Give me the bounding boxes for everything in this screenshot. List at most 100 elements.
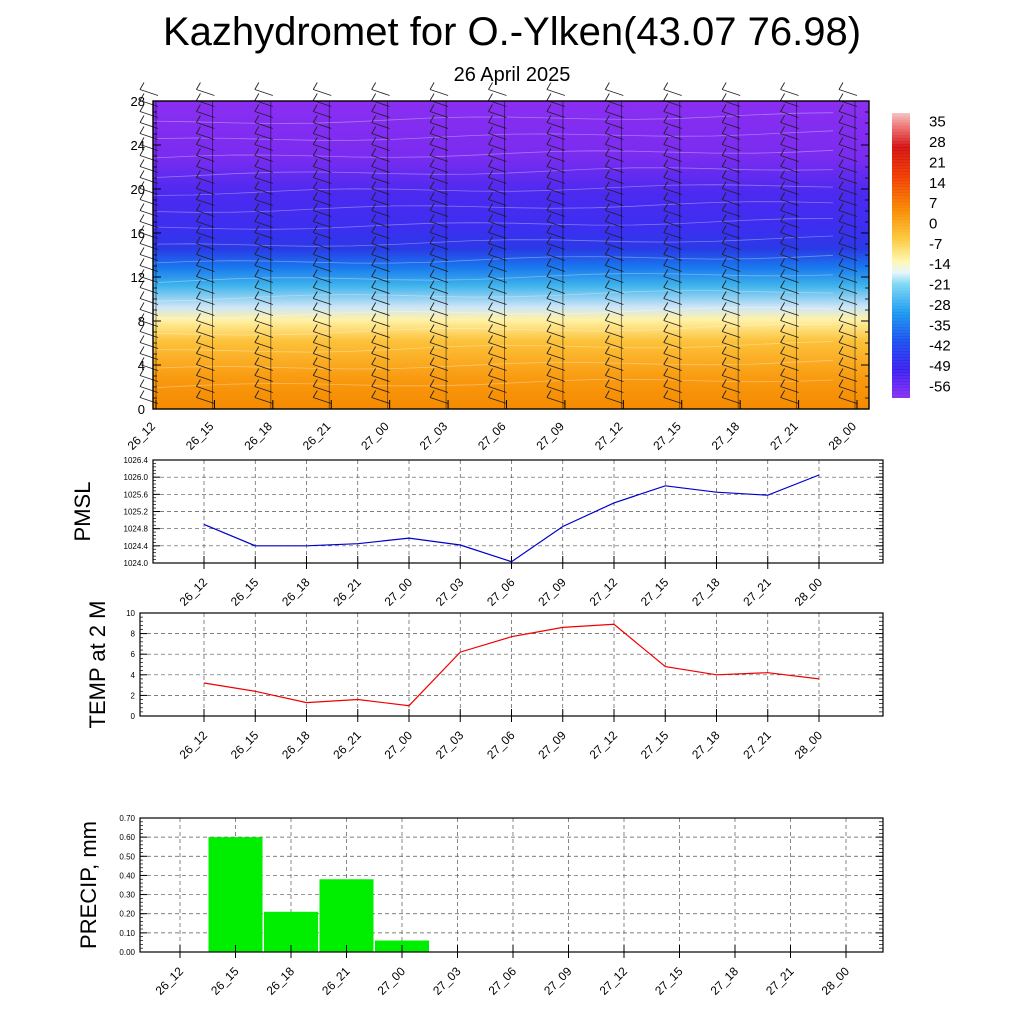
wind-barb	[488, 115, 507, 129]
wind-barb	[721, 159, 741, 173]
wind-barb	[196, 335, 215, 349]
wind-barb	[196, 346, 215, 360]
wind-barb	[254, 225, 273, 239]
wind-barb	[371, 313, 390, 327]
wind-barb	[371, 159, 390, 173]
wind-barb	[663, 192, 682, 206]
wind-barb	[488, 324, 507, 338]
colorbar-label: -56	[929, 378, 951, 395]
x-tick-label: 27_15	[652, 964, 686, 998]
x-tick-label: 27_03	[433, 728, 467, 762]
wind-barb	[254, 291, 273, 305]
wind-barb	[604, 104, 624, 118]
wind-barb	[488, 346, 507, 360]
wind-barb	[312, 379, 332, 393]
wind-barb	[780, 269, 799, 283]
wind-barb	[254, 302, 273, 316]
wind-barb	[838, 346, 858, 360]
colorbar-label: 21	[929, 154, 946, 171]
wind-barb	[196, 170, 215, 184]
wind-barb	[429, 181, 449, 195]
wind-barb	[429, 236, 449, 250]
wind-barb	[838, 126, 858, 140]
wind-barb	[604, 181, 624, 195]
wind-barb	[780, 236, 799, 250]
x-tick-label: 27_03	[433, 575, 467, 609]
y-tick-label: 16	[131, 226, 145, 241]
wind-barb	[663, 203, 682, 217]
wind-barb	[139, 390, 159, 404]
wind-barb	[312, 214, 332, 228]
wind-barb	[429, 280, 449, 294]
x-tick-label: 27_09	[541, 964, 575, 998]
wind-barb	[196, 368, 215, 382]
wind-barb	[312, 258, 332, 272]
wind-barb	[196, 258, 215, 272]
x-tick-label: 27_12	[587, 575, 621, 609]
wind-barb	[254, 104, 273, 118]
wind-barb	[546, 159, 566, 173]
y-tick-label: 4	[138, 358, 145, 373]
wind-barb	[546, 82, 566, 96]
wind-barb	[254, 148, 273, 162]
wind-barb	[371, 181, 390, 195]
wind-barb	[312, 324, 332, 338]
colorbar-label: 7	[929, 195, 937, 212]
wind-barb	[196, 104, 215, 118]
wind-barb	[139, 170, 159, 184]
wind-barb	[546, 181, 566, 195]
wind-barb	[429, 258, 449, 272]
x-tick-label: 26_12	[177, 575, 211, 609]
wind-barb	[254, 247, 273, 261]
contour-line	[152, 290, 834, 302]
wind-barb	[721, 192, 741, 206]
wind-barb	[139, 346, 159, 360]
wind-barb	[604, 313, 624, 327]
x-tick-label: 26_12	[177, 728, 211, 762]
wind-barb	[488, 159, 507, 173]
wind-barb	[196, 302, 215, 316]
wind-barb	[663, 390, 682, 404]
contour-line	[152, 184, 834, 196]
wind-barb	[546, 269, 566, 283]
wind-barb	[371, 192, 390, 206]
wind-barb	[663, 258, 682, 272]
x-tick-label: 27_03	[430, 964, 464, 998]
wind-barb	[371, 225, 390, 239]
wind-barb	[429, 269, 449, 283]
x-tick-label: 27_18	[709, 419, 743, 453]
wind-barb	[546, 115, 566, 129]
y-tick-label: 2	[131, 691, 136, 700]
wind-barb	[604, 137, 624, 151]
wind-barb	[663, 247, 682, 261]
x-tick-label: 27_06	[484, 575, 518, 609]
x-tick-label: 26_15	[183, 419, 217, 453]
y-tick-label: 28	[131, 94, 145, 109]
y-tick-label: 0	[138, 402, 145, 417]
wind-barb	[371, 291, 390, 305]
wind-barb	[196, 324, 215, 338]
y-tick-label: 0.20	[119, 910, 135, 919]
wind-barb	[780, 368, 799, 382]
wind-barb	[139, 302, 159, 316]
x-tick-label: 27_21	[763, 964, 797, 998]
wind-barb	[254, 137, 273, 151]
wind-barb	[780, 126, 799, 140]
wind-barb	[312, 82, 332, 96]
wind-barb	[721, 203, 741, 217]
wind-barb	[546, 170, 566, 184]
wind-barb	[780, 280, 799, 294]
y-tick-label: 8	[138, 314, 145, 329]
wind-barb	[139, 115, 159, 129]
wind-barb	[721, 302, 741, 316]
wind-barb	[139, 137, 159, 151]
wind-barb	[546, 258, 566, 272]
wind-barb	[780, 181, 799, 195]
x-tick-label: 26_21	[319, 964, 353, 998]
wind-barb	[546, 225, 566, 239]
wind-barb	[721, 137, 741, 151]
wind-barb	[488, 280, 507, 294]
x-tick-label: 26_12	[125, 419, 159, 453]
wind-barb	[488, 368, 507, 382]
